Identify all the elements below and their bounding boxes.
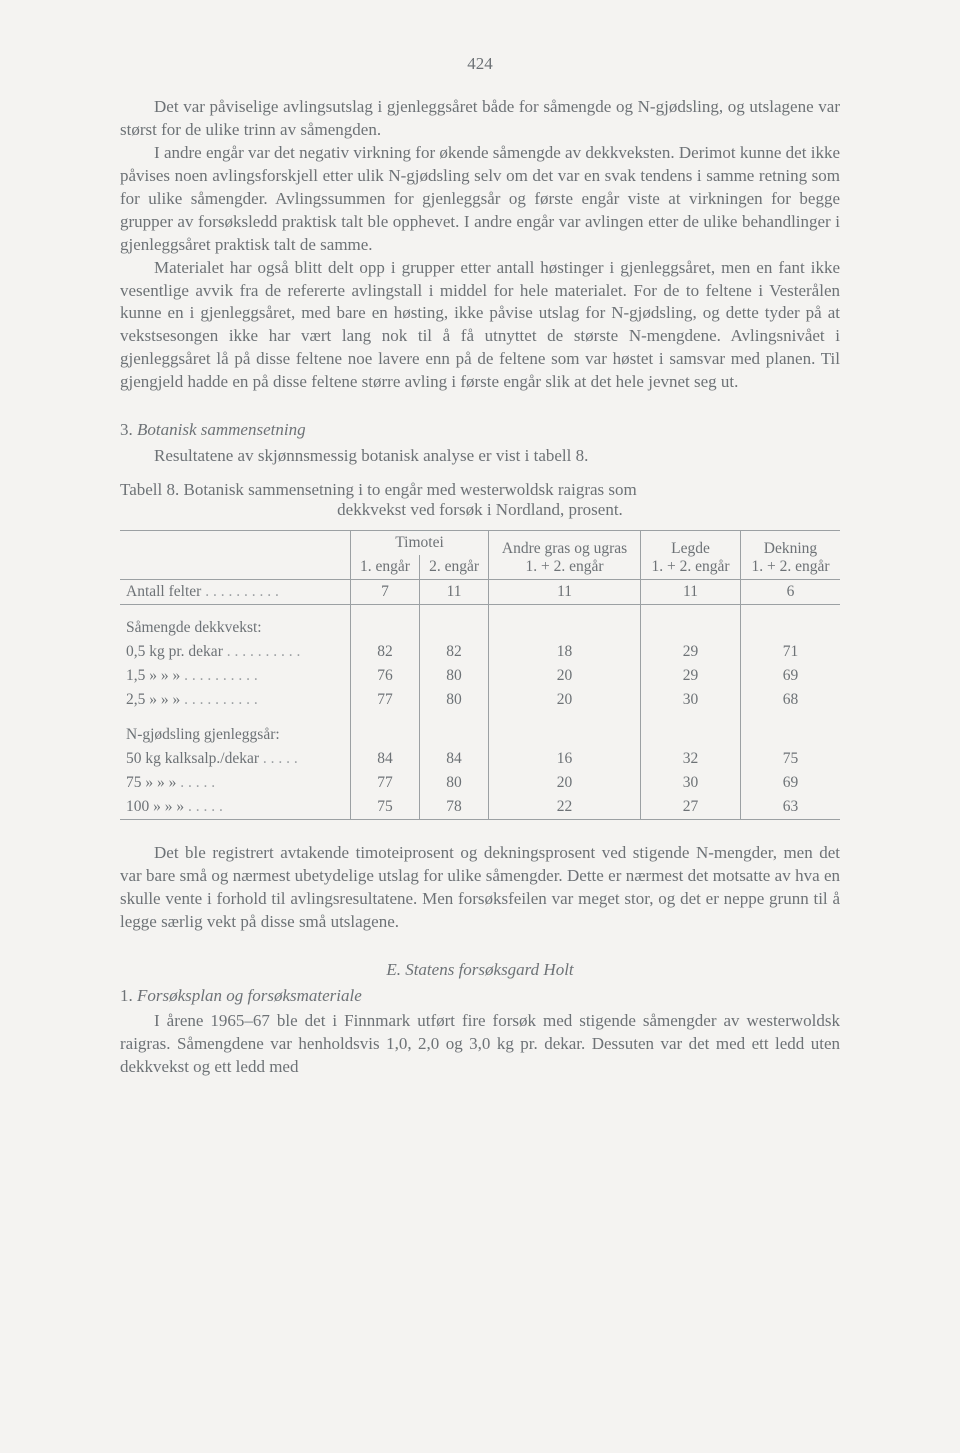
section-title: Botanisk sammensetning [137,420,306,439]
group1-header: Såmengde dekkvekst: [120,605,350,641]
section-e-heading: E. Statens forsøksgard Holt [120,960,840,980]
cell: 29 [640,640,740,664]
cell: 77 [350,771,419,795]
cell: 7 [350,580,419,605]
cell: 71 [741,640,841,664]
group2-header: N-gjødsling gjenleggsår: [120,712,350,747]
cell: 68 [741,688,841,712]
page-container: 424 Det var påviselige avlingsutslag i g… [0,0,960,1453]
label-antall-felter: Antall felter [126,583,279,600]
cell: 20 [489,771,641,795]
row-label: 75 » » » [126,774,215,791]
section-number: 3. [120,420,133,439]
cell: 11 [489,580,641,605]
cell: 63 [741,795,841,820]
paragraph-1: Det var påviselige avlingsutslag i gjenl… [120,96,840,142]
cell: 32 [640,747,740,771]
hdr-legde-line2: 1. + 2. engår [651,558,729,575]
cell: 80 [420,688,489,712]
cell: 80 [420,664,489,688]
table-row: 75 » » » 77 80 20 30 69 [120,771,840,795]
cell: 69 [741,771,841,795]
subsection-title: Forsøksplan og forsøksmateriale [137,986,362,1005]
hdr-andre: Andre gras og ugras 1. + 2. engår [489,531,641,580]
cell: 16 [489,747,641,771]
page-number: 424 [120,54,840,74]
hdr-legde-line1: Legde [671,540,710,557]
cell: 20 [489,688,641,712]
cell: 78 [420,795,489,820]
row-label: 2,5 » » » [126,691,258,708]
cell: 11 [420,580,489,605]
table-row: 50 kg kalksalp./dekar 84 84 16 32 75 [120,747,840,771]
cell: 6 [741,580,841,605]
paragraph-below-table: Det ble registrert avtakende timoteipros… [120,842,840,934]
table-8-title-line2: dekkvekst ved forsøk i Nordland, prosent… [120,500,840,520]
section-3-intro: Resultatene av skjønnsmessig botanisk an… [120,446,840,466]
row-label: 50 kg kalksalp./dekar [126,750,298,767]
hdr-dek-line2: 1. + 2. engår [751,558,829,575]
cell: 29 [640,664,740,688]
cell: 82 [420,640,489,664]
cell: 75 [350,795,419,820]
cell: 22 [489,795,641,820]
row-antall-felter: Antall felter 7 11 11 11 6 [120,580,840,605]
group1-header-row: Såmengde dekkvekst: [120,605,840,641]
table-row: 0,5 kg pr. dekar 82 82 18 29 71 [120,640,840,664]
row-label: 0,5 kg pr. dekar [126,643,300,660]
group2-header-row: N-gjødsling gjenleggsår: [120,712,840,747]
hdr-dekning: Dekning 1. + 2. engår [741,531,841,580]
subsection-number: 1. [120,986,133,1005]
hdr-engar-1: 1. engår [350,555,419,580]
cell: 77 [350,688,419,712]
cell: 30 [640,771,740,795]
hdr-andre-line1: Andre gras og ugras [502,540,627,557]
table-8: Timotei Andre gras og ugras 1. + 2. engå… [120,530,840,820]
cell: 27 [640,795,740,820]
table-row: 2,5 » » » 77 80 20 30 68 [120,688,840,712]
row-label: 100 » » » [126,798,223,815]
cell: 69 [741,664,841,688]
subsection-e1-body: I årene 1965–67 ble det i Finnmark utfør… [120,1010,840,1079]
cell: 84 [420,747,489,771]
cell: 11 [640,580,740,605]
hdr-engar-2: 2. engår [420,555,489,580]
hdr-dek-line1: Dekning [764,540,817,557]
paragraph-2: I andre engår var det negativ virkning f… [120,142,840,257]
cell: 75 [741,747,841,771]
cell: 80 [420,771,489,795]
cell: 30 [640,688,740,712]
table-8-title-line1: Tabell 8. Botanisk sammensetning i to en… [120,480,840,500]
cell: 18 [489,640,641,664]
cell: 84 [350,747,419,771]
hdr-legde: Legde 1. + 2. engår [640,531,740,580]
row-label: 1,5 » » » [126,667,258,684]
table-row: 1,5 » » » 76 80 20 29 69 [120,664,840,688]
subsection-e1-heading: 1. Forsøksplan og forsøksmateriale [120,986,840,1006]
hdr-andre-line2: 1. + 2. engår [526,558,604,575]
paragraph-3: Materialet har også blitt delt opp i gru… [120,257,840,395]
cell: 76 [350,664,419,688]
table-row: 100 » » » 75 78 22 27 63 [120,795,840,820]
cell: 82 [350,640,419,664]
hdr-timotei: Timotei [350,531,488,556]
cell: 20 [489,664,641,688]
section-3-heading: 3. Botanisk sammensetning [120,420,840,440]
